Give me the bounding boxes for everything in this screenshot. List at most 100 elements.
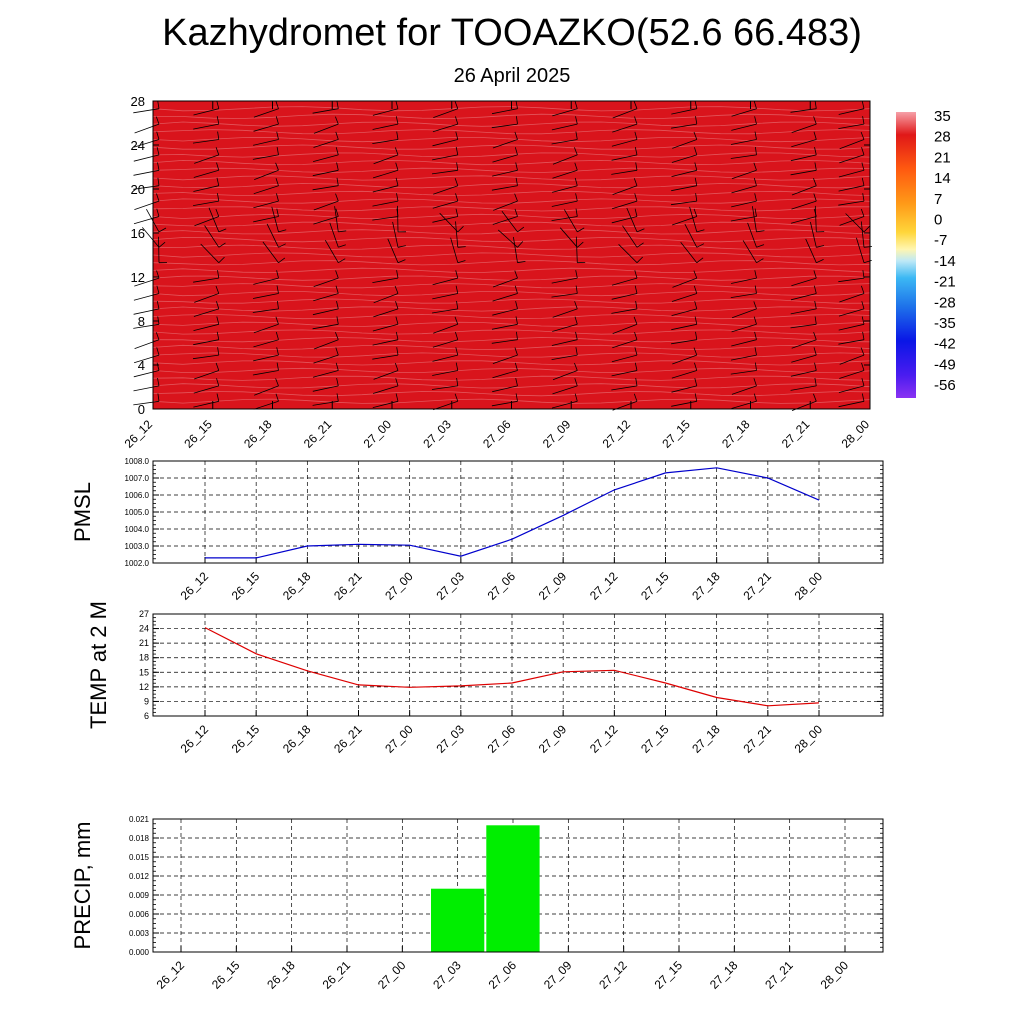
wind-barb-flag [215, 362, 220, 371]
wind-barb-staff [611, 169, 638, 175]
wind-barb-staff [491, 400, 518, 407]
wind-barb-flag [695, 116, 698, 125]
wind-barb-flag [862, 270, 865, 279]
wind-barb-staff [313, 123, 339, 134]
wind-barb-flag [216, 177, 220, 186]
wind-barb-flag [456, 377, 459, 386]
wind-barbs [133, 100, 873, 411]
x-tick-label: 27_03 [430, 958, 464, 992]
wind-barb-flag [157, 393, 160, 402]
wind-barb-flag [158, 227, 167, 233]
wind-barb-flag [455, 208, 459, 217]
heatmap-x-tick-label: 27_03 [420, 417, 454, 451]
contour-line [152, 344, 871, 351]
wind-barb-staff [552, 154, 578, 165]
x-tick-label: 26_15 [229, 722, 263, 756]
x-tick-label: 28_00 [818, 958, 852, 992]
wind-barb-flag [636, 242, 644, 248]
wind-barb-staff [133, 108, 160, 114]
x-tick-label: 26_12 [178, 569, 212, 603]
colorbar-label: -42 [934, 336, 956, 353]
wind-barb-staff [134, 200, 160, 210]
colorbar-label: 14 [934, 170, 951, 187]
wind-barb-staff [730, 293, 757, 298]
wind-barb-flag [275, 331, 279, 340]
wind-barb-staff [253, 354, 279, 362]
wind-barb-staff [731, 308, 757, 319]
y-tick-label: 15 [139, 667, 149, 677]
wind-barb-staff [194, 370, 219, 380]
wind-barb-flag [816, 245, 825, 248]
wind-barb-staff [133, 216, 160, 225]
wind-barb-staff [671, 185, 697, 192]
wind-barb-staff [432, 308, 458, 314]
wind-barb-flag [157, 316, 160, 325]
y-tick-label: 1006.0 [125, 491, 150, 500]
contour-line [152, 113, 871, 119]
wind-barb-flag [396, 193, 399, 202]
wind-barb-flag [216, 162, 220, 171]
wind-barb-staff [253, 108, 279, 118]
wind-barb-staff [626, 207, 638, 233]
wind-barb-flag [575, 131, 578, 140]
wind-barb-staff [838, 185, 865, 192]
wind-barb-flag [633, 316, 638, 325]
y-tick-label: 6 [144, 711, 149, 721]
wind-barb-staff [133, 185, 160, 190]
wind-barb-staff [192, 354, 219, 360]
wind-barb-flag [516, 331, 518, 340]
wind-barb-staff [838, 400, 865, 408]
wind-barb-flag [455, 146, 459, 155]
wind-barb-staff [731, 323, 757, 333]
plot-frame [152, 613, 884, 717]
wind-barb-staff [492, 354, 518, 364]
wind-barb-flag [455, 131, 459, 140]
wind-barb-flag [814, 162, 817, 171]
wind-barb-staff [493, 200, 518, 211]
x-tick-label: 27_06 [485, 569, 519, 603]
y-tick-label: 1002.0 [125, 559, 150, 568]
wind-barb-staff [730, 354, 757, 361]
wind-barb-staff [684, 223, 698, 248]
wind-barb-staff [254, 385, 279, 396]
wind-barb-flag [634, 208, 638, 217]
wind-barb-staff [551, 277, 578, 284]
wind-barb-staff [491, 339, 518, 344]
x-tick-label: 26_12 [154, 958, 188, 992]
wind-barb-staff [742, 240, 757, 263]
wind-barb-staff [133, 370, 160, 378]
wind-barb-flag [455, 270, 459, 279]
wind-barb-flag [756, 244, 765, 248]
y-axis-label: PRECIP, mm [70, 822, 95, 950]
x-tick-label: 26_12 [178, 722, 212, 756]
x-tick-label: 27_18 [689, 569, 723, 603]
y-tick-label: 0.009 [129, 891, 150, 900]
wind-barb-flag [454, 316, 459, 325]
contour-line [152, 183, 871, 189]
wind-barb-staff [313, 277, 339, 287]
wind-barb-flag [396, 131, 399, 140]
wind-barb-flag [574, 316, 578, 325]
wind-barb-flag [395, 177, 399, 186]
colorbar-label: 21 [934, 149, 951, 166]
wind-barb-staff [671, 400, 697, 407]
wind-barb-staff [838, 308, 865, 317]
contour-line [152, 367, 871, 373]
wind-barb-flag [574, 393, 578, 402]
wind-barb-flag [694, 378, 698, 386]
wind-barb-flag [336, 301, 339, 309]
wind-barb-staff [253, 123, 279, 132]
wind-barb-staff [433, 400, 458, 411]
wind-barb-staff [492, 139, 518, 149]
wind-barb-staff [845, 213, 865, 233]
wind-barb-staff [611, 277, 638, 286]
wind-barb-flag [394, 362, 399, 371]
page-title: Kazhydromet for TOOAZKO(52.6 66.483) [162, 12, 862, 54]
wind-barb-flag [216, 100, 220, 109]
wind-barb-flag [633, 393, 638, 402]
wind-barb-staff [671, 293, 697, 302]
wind-barb-staff [253, 200, 279, 209]
wind-barb-staff [397, 205, 399, 232]
wind-barb-staff [193, 308, 219, 317]
wind-barb-staff [432, 139, 458, 147]
